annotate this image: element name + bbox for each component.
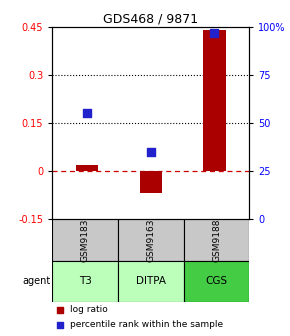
Text: GSM9183: GSM9183 [81, 218, 90, 261]
Text: DITPA: DITPA [136, 276, 166, 286]
Title: GDS468 / 9871: GDS468 / 9871 [103, 13, 198, 26]
Bar [76, 165, 98, 171]
Bar [184, 261, 249, 302]
Text: percentile rank within the sample: percentile rank within the sample [70, 321, 223, 330]
Bar [203, 30, 226, 171]
Point [58, 307, 62, 312]
Point [85, 111, 90, 116]
Bar [118, 261, 184, 302]
Point [58, 322, 62, 328]
Point [212, 30, 217, 35]
Text: GSM9163: GSM9163 [146, 218, 155, 261]
Text: CGS: CGS [206, 276, 228, 286]
Text: ▶: ▶ [0, 335, 1, 336]
Bar [184, 219, 249, 261]
Text: T3: T3 [79, 276, 92, 286]
Bar [118, 219, 184, 261]
Bar [140, 171, 162, 194]
Point [148, 149, 153, 155]
Text: agent: agent [23, 276, 51, 286]
Bar [52, 261, 118, 302]
Text: log ratio: log ratio [70, 305, 108, 314]
Text: GSM9188: GSM9188 [212, 218, 221, 261]
Bar [52, 219, 118, 261]
